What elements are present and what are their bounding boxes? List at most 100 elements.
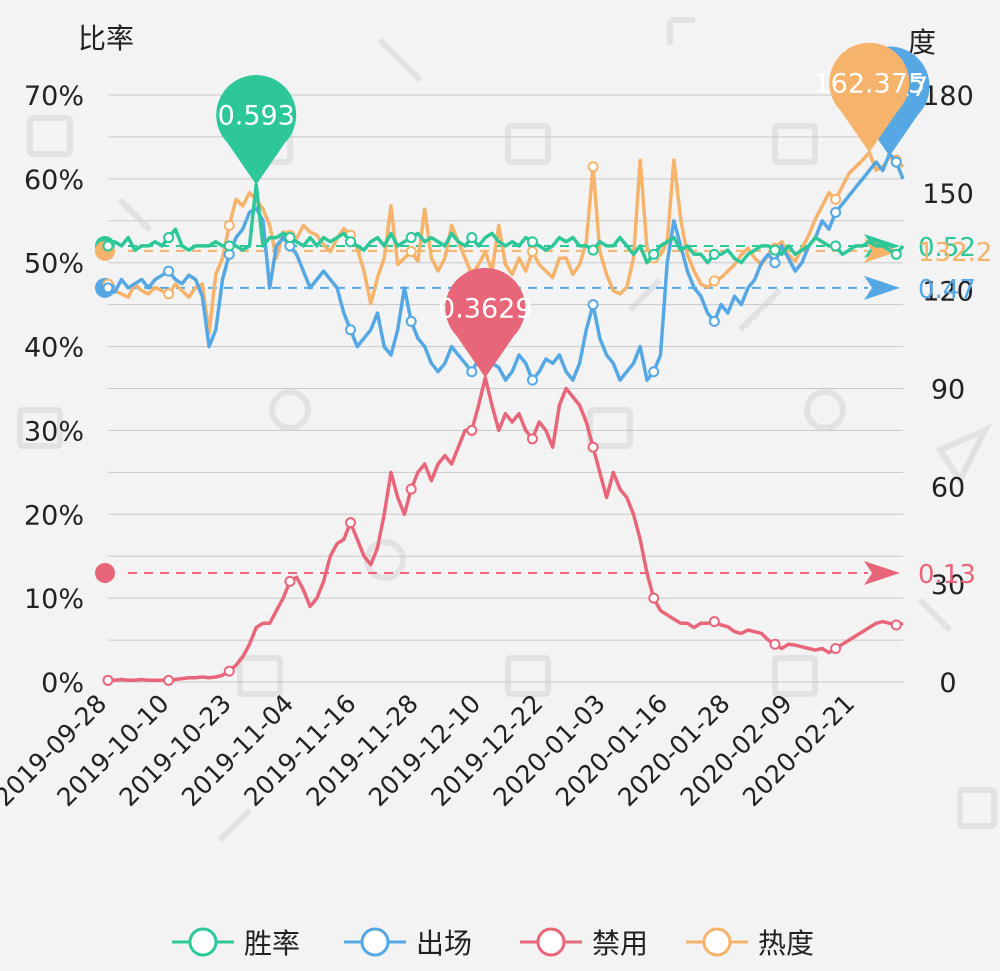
data-point <box>163 232 175 244</box>
data-point <box>890 156 902 168</box>
data-point <box>102 282 114 294</box>
left-axis-title: 比率 <box>78 22 134 55</box>
right-tick-label: 30 <box>931 570 965 601</box>
data-point <box>466 366 478 378</box>
legend-item[interactable]: 禁用 <box>520 927 648 960</box>
legend-item[interactable]: 出场 <box>344 927 472 960</box>
data-point <box>223 240 235 252</box>
reference-arrow <box>864 275 900 300</box>
left-tick-label: 50% <box>24 249 84 280</box>
peak-marker-label: 162.375 <box>813 68 925 99</box>
data-point <box>284 232 296 244</box>
data-point <box>708 315 720 327</box>
peak-marker-label: 0.593 <box>218 101 295 132</box>
data-point <box>587 299 599 311</box>
data-point <box>830 193 842 205</box>
data-point <box>648 248 660 260</box>
data-point <box>466 424 478 436</box>
peak-marker-pin <box>216 74 297 185</box>
data-point <box>223 219 235 231</box>
right-tick-label: 60 <box>931 472 965 503</box>
series-line <box>107 151 905 382</box>
data-point <box>163 265 175 277</box>
grid-lines <box>108 94 903 683</box>
left-tick-label: 10% <box>24 584 84 615</box>
data-point <box>587 244 599 256</box>
legend-label: 禁用 <box>592 927 648 960</box>
data-point <box>526 433 538 445</box>
data-point <box>163 288 175 300</box>
data-point <box>405 232 417 244</box>
left-tick-label: 70% <box>24 81 84 112</box>
peak-marker-label: 0.3629 <box>438 294 532 325</box>
legend-item[interactable]: 胜率 <box>172 927 300 960</box>
legend-swatch <box>188 927 218 957</box>
left-tick-label: 60% <box>24 165 84 196</box>
data-point <box>284 575 296 587</box>
reference-label: 132.2 <box>918 238 992 268</box>
legend-swatch <box>536 927 566 957</box>
data-point <box>769 257 781 269</box>
data-point <box>405 483 417 495</box>
data-point <box>890 248 902 260</box>
data-point <box>163 674 175 686</box>
data-point <box>708 248 720 260</box>
legend-item[interactable]: 热度 <box>686 927 814 960</box>
legend-swatch <box>702 927 732 957</box>
legend-label: 胜率 <box>244 927 300 960</box>
series-group <box>102 150 905 686</box>
left-tick-label: 40% <box>24 333 84 364</box>
reference-label: 0.47 <box>918 275 976 305</box>
data-point <box>405 315 417 327</box>
data-point <box>526 236 538 248</box>
data-point <box>830 206 842 218</box>
data-point <box>830 240 842 252</box>
right-tick-label: 0 <box>939 668 956 699</box>
data-point <box>345 517 357 529</box>
data-point <box>648 592 660 604</box>
right-tick-label: 90 <box>931 375 965 406</box>
data-point <box>769 638 781 650</box>
data-point <box>708 275 720 287</box>
data-point <box>648 366 660 378</box>
right-tick-label: 180 <box>922 81 974 112</box>
data-point <box>102 674 114 686</box>
peak-marker-pin <box>829 42 910 153</box>
data-point <box>345 324 357 336</box>
data-point <box>708 616 720 628</box>
left-tick-label: 20% <box>24 500 84 531</box>
data-point <box>466 232 478 244</box>
legend[interactable]: 胜率 出场 禁用 热度 <box>172 927 814 960</box>
data-point <box>405 246 417 258</box>
data-point <box>345 236 357 248</box>
reference-label: 0.13 <box>918 560 976 590</box>
axes: 比率 度 0% 10% 20% 30% 40% 50% 60% 70% 0 30 60 90 120 150 1… <box>0 22 974 812</box>
legend-label: 热度 <box>758 927 814 960</box>
right-tick-label: 150 <box>922 179 974 210</box>
data-point <box>890 619 902 631</box>
watermark-pattern <box>17 17 997 843</box>
legend-swatch <box>360 927 390 957</box>
data-point <box>102 240 114 252</box>
peak-marker-pin <box>445 267 526 378</box>
data-point <box>223 665 235 677</box>
data-point <box>769 244 781 256</box>
right-tick-label: 120 <box>922 277 974 308</box>
right-axis-title: 度 <box>908 26 936 59</box>
reference-label: 0.52 <box>918 233 976 263</box>
left-tick-label: 0% <box>41 668 84 699</box>
data-point <box>830 642 842 654</box>
legend-label: 出场 <box>416 927 472 960</box>
data-point <box>526 246 538 258</box>
reference-arrow <box>864 560 900 585</box>
data-point <box>526 374 538 386</box>
reference-dot <box>95 562 115 583</box>
reference-lines: 0.52 0.47 0.13 132.2 <box>95 233 992 590</box>
data-point <box>587 161 599 173</box>
left-tick-label: 30% <box>24 416 84 447</box>
data-point <box>587 441 599 453</box>
series-line <box>108 375 904 683</box>
